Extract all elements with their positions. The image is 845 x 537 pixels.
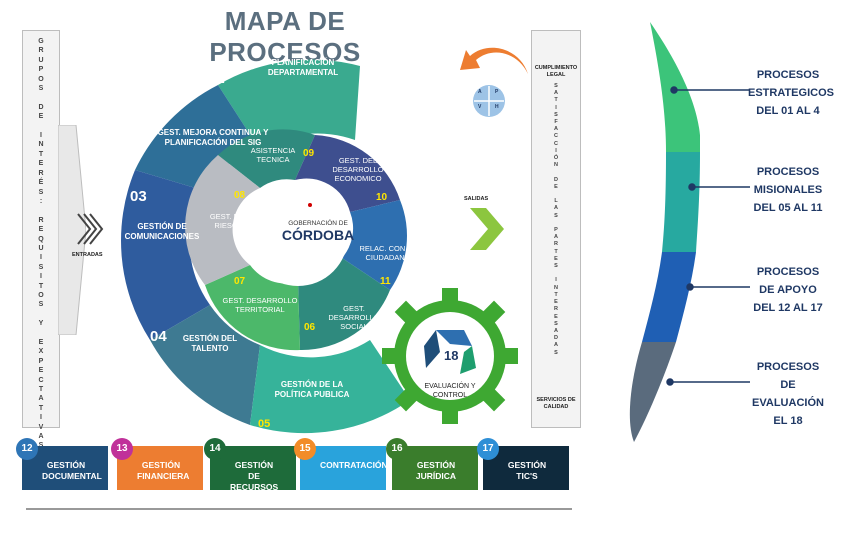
outer-label-talento: GESTIÓN DEL TALENTO (182, 334, 238, 353)
support-number-badge: 14 (204, 438, 226, 460)
outer-num-04: 04 (150, 328, 167, 345)
phva-v: V (478, 104, 482, 110)
base-line (26, 508, 572, 510)
support-process-13: 13 GESTIÓN FINANCIERA (111, 438, 203, 490)
outer-label-comunicaciones: GESTIÓN DE COMUNICACIONES (124, 222, 200, 241)
support-process-12: 12 GESTIÓN DOCUMENTAL (16, 438, 108, 490)
inner-label-riesgo: GEST. DEL RIESGO (209, 212, 249, 230)
inner-label-ciudadano: RELAC. CON EL CIUDADANO (359, 244, 417, 262)
inner-num-10: 10 (376, 192, 388, 203)
segment-planificacion (218, 59, 360, 150)
inputs-label: ENTRADAS (72, 252, 103, 258)
support-number-badge: 12 (16, 438, 38, 460)
support-process-14: 14 GESTIÓN DE RECURSOS FÍSICOS (204, 438, 296, 503)
support-number-badge: 15 (294, 438, 316, 460)
center-circle (248, 186, 348, 286)
inner-num-08: 08 (234, 190, 246, 201)
outer-num-05: 05 (258, 418, 271, 430)
outputs-label: SALIDAS (464, 196, 489, 202)
support-number-badge: 13 (111, 438, 133, 460)
support-process-15: 15 CONTRATACIÓN (294, 438, 388, 490)
outer-label-planificacion: PLANIFICACIÓN DEPARTAMENTAL (267, 58, 339, 77)
inner-num-11: 11 (380, 276, 391, 287)
inner-ciudadano (342, 200, 407, 290)
support-label: GESTIÓN DE RECURSOS FÍSICOS (230, 460, 279, 503)
support-process-16: 16 GESTIÓN JURÍDICA (386, 438, 478, 490)
support-label: GESTIÓN TIC'S (507, 460, 547, 481)
outer-num-02: 02 (208, 70, 225, 87)
evaluation-gear (382, 288, 518, 424)
inner-economico (295, 135, 400, 212)
legend-lines (666, 86, 750, 386)
inputs-arrow (58, 125, 86, 335)
support-label: GESTIÓN JURÍDICA (415, 460, 457, 481)
inner-label-asistencia: ASISTENCIA TECNICA (250, 146, 296, 164)
support-number-badge: 16 (386, 438, 408, 460)
focus-dot (308, 203, 312, 207)
inner-riesgo (185, 155, 260, 285)
gear-number: 18 (444, 348, 459, 363)
gear-label: EVALUACIÓN Y CONTROL (424, 383, 476, 399)
legend-support: PROCESOS DE APOYO DEL 12 AL 17 (753, 266, 823, 314)
inner-num-09: 09 (303, 148, 315, 159)
support-label: GESTIÓN FINANCIERA (137, 460, 190, 481)
inner-asistencia (218, 129, 315, 188)
outer-label-mejora: GEST. MEJORA CONTINUA Y PLANIFICACIÓN DE… (157, 128, 269, 147)
phva-p: P (495, 89, 499, 95)
phva-h: H (495, 104, 499, 110)
legend-evaluation: PROCESOS DE EVALUACIÓN EL 18 (752, 361, 824, 427)
outer-label-politica: GESTIÓN DE LA POLÍTICA PUBLICA (274, 380, 350, 399)
outputs-chevron-icon (470, 208, 504, 250)
inner-social (298, 258, 390, 351)
inputs-chevron-icon (77, 213, 104, 245)
support-label: CONTRATACIÓN (320, 460, 388, 470)
logo-line1: GOBERNACIÓN DE (288, 220, 348, 227)
quality-services: SERVICIOS DE CALIDAD (536, 397, 576, 410)
inner-num-07: 07 (234, 276, 246, 287)
support-process-17: 17 GESTIÓN TIC'S (477, 438, 569, 490)
support-label: GESTIÓN DOCUMENTAL (42, 460, 102, 481)
process-wheel (121, 59, 410, 434)
inner-label-territorial: GEST. DESARROLLO TERRITORIAL (222, 296, 298, 314)
government-logo: GOBERNACIÓN DE CÓRDOBA (268, 220, 368, 243)
cycle-arrow-icon (460, 47, 528, 74)
phva-circle (473, 85, 505, 117)
legend-strategic: PROCESOS ESTRATEGICOS DEL 01 AL 4 (748, 69, 834, 117)
phva-a: A (478, 89, 482, 95)
page-title: MAPA DE PROCESOS (209, 6, 361, 67)
segment-politica (250, 340, 410, 434)
legal-compliance: CUMPLIMIENTO LEGAL (534, 65, 578, 78)
inner-territorial (205, 265, 300, 351)
support-number-badge: 17 (477, 438, 499, 460)
segment-talento (150, 305, 260, 425)
inner-label-economico: GEST. DEL DESARROLLO ECONOMICO (332, 156, 384, 183)
legend-band (629, 22, 700, 442)
inner-label-social: GEST. DESARROLLO SOCIAL (328, 304, 380, 331)
outer-num-03: 03 (130, 188, 147, 205)
inner-num-06: 06 (304, 322, 316, 333)
legend-missional: PROCESOS MISIONALES DEL 05 AL 11 (753, 166, 823, 214)
logo-line2: CÓRDOBA (281, 227, 355, 243)
